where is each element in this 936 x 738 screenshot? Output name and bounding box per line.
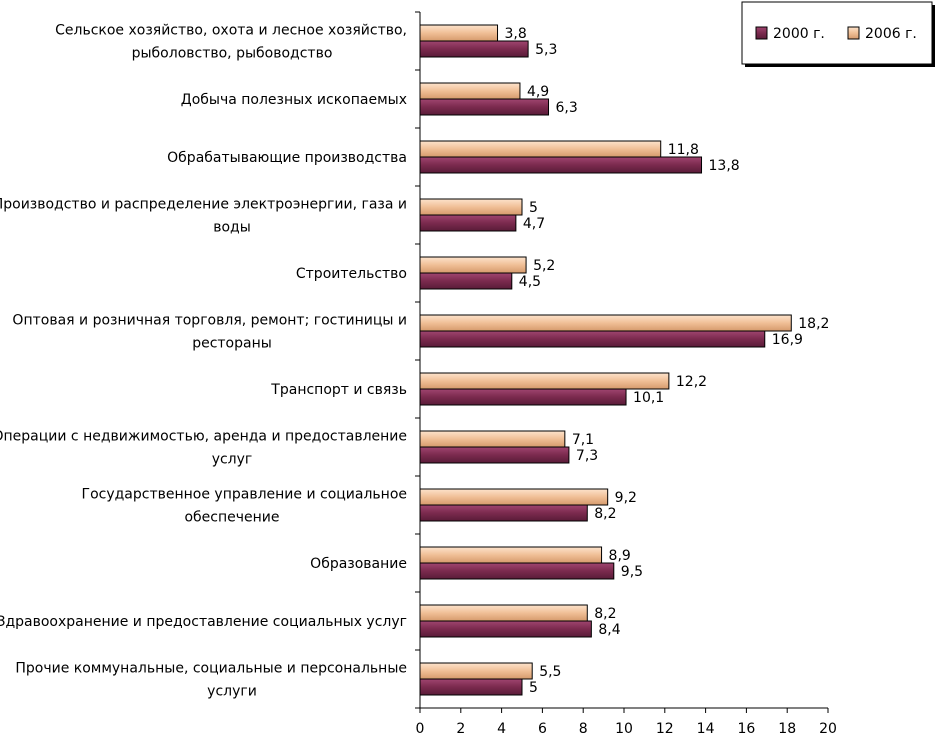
legend-label: 2006 г. [865,26,917,42]
data-label: 10,1 [633,390,664,406]
category-label: Транспорт и связь [270,382,407,398]
bar-2006 [419,140,662,158]
bar-2000 [419,678,523,696]
data-label: 5,3 [535,42,557,58]
bar-2000 [419,272,513,290]
plot-area: 0 2 4 6 8 10 12 14 16 18 20 3,8 5,3 Сельское хозяйств… [0,11,837,737]
data-label: 8,9 [609,548,631,564]
category-label: Добыча полезных ископаемых [181,92,407,108]
category-label: Образование [310,556,407,572]
bar-2000 [419,214,517,232]
legend-label: 2000 г. [773,26,825,42]
data-label: 12,2 [676,374,707,390]
x-tick-label: 18 [778,721,796,737]
data-label: 4,5 [519,274,541,290]
data-label: 9,5 [621,564,643,580]
data-label: 7,3 [576,448,598,464]
data-label: 7,1 [572,432,594,448]
x-tick-label: 16 [737,721,755,737]
legend-swatch-2000 [755,26,768,40]
data-label: 5,2 [533,258,555,274]
bar-2000 [419,156,703,174]
category-label: услуг [212,452,253,468]
x-tick-label: 4 [497,721,506,737]
category-label: Государственное управление и социальное [82,487,407,503]
data-label: 5 [529,680,538,696]
data-label: 11,8 [668,142,699,158]
data-label: 5 [529,200,538,216]
bar-2006 [419,82,521,100]
category-label: рыболовство, рыбоводство [132,46,333,62]
data-label: 16,9 [772,332,803,348]
legend: 2000 г. 2006 г. [741,1,935,67]
x-tick-label: 12 [656,721,674,737]
bar-2000 [419,330,766,348]
bar-2000 [419,98,550,116]
bar-2006 [419,430,566,448]
bar-2000 [419,446,570,464]
category-label: воды [213,220,251,236]
data-label: 18,2 [798,316,829,332]
x-tick-label: 2 [456,721,465,737]
category-label: Операции с недвижимостью, аренда и предо… [0,429,407,445]
bar-2006 [419,256,527,274]
data-label: 5,5 [539,664,561,680]
bar-2006 [419,198,523,216]
data-label: 13,8 [709,158,740,174]
category-label: Здравоохранение и предоставление социаль… [0,614,407,630]
category-label: Строительство [296,266,407,282]
category-label: услуги [207,684,257,700]
x-tick-label: 6 [538,721,547,737]
data-label: 8,2 [594,506,616,522]
bar-2006 [419,662,533,680]
data-label: 8,4 [598,622,620,638]
x-tick-label: 10 [615,721,633,737]
x-tick-label: 14 [697,721,715,737]
data-label: 9,2 [615,490,637,506]
data-label: 4,9 [527,84,549,100]
legend-swatch-2006 [847,26,860,40]
bar-2000 [419,504,588,522]
bar-2000 [419,388,627,406]
bar-2006 [419,372,670,390]
category-label: Сельское хозяйство, охота и лесное хозяй… [55,23,407,39]
data-label: 4,7 [523,216,545,232]
bar-2000 [419,562,615,580]
bar-2000 [419,40,529,58]
category-label: Обрабатывающие производства [167,150,407,166]
category-label: Производство и распределение электроэнер… [0,197,407,213]
data-label: 8,2 [594,606,616,622]
bar-2006 [419,488,609,506]
bar-2006 [419,314,792,332]
category-label: Оптовая и розничная торговля, ремонт; го… [12,313,407,329]
category-label: Прочие коммунальные, социальные и персон… [15,661,407,677]
bar-2006 [419,546,603,564]
category-label: рестораны [192,336,272,352]
x-tick-label: 20 [819,721,837,737]
x-tick-label: 8 [579,721,588,737]
legend-box [741,1,933,65]
bar-2000 [419,620,592,638]
category-label: обеспечение [184,510,279,526]
data-label: 6,3 [556,100,578,116]
bar-2006 [419,604,588,622]
bar-2006 [419,24,499,42]
x-tick-label: 0 [416,721,425,737]
data-label: 3,8 [505,26,527,42]
